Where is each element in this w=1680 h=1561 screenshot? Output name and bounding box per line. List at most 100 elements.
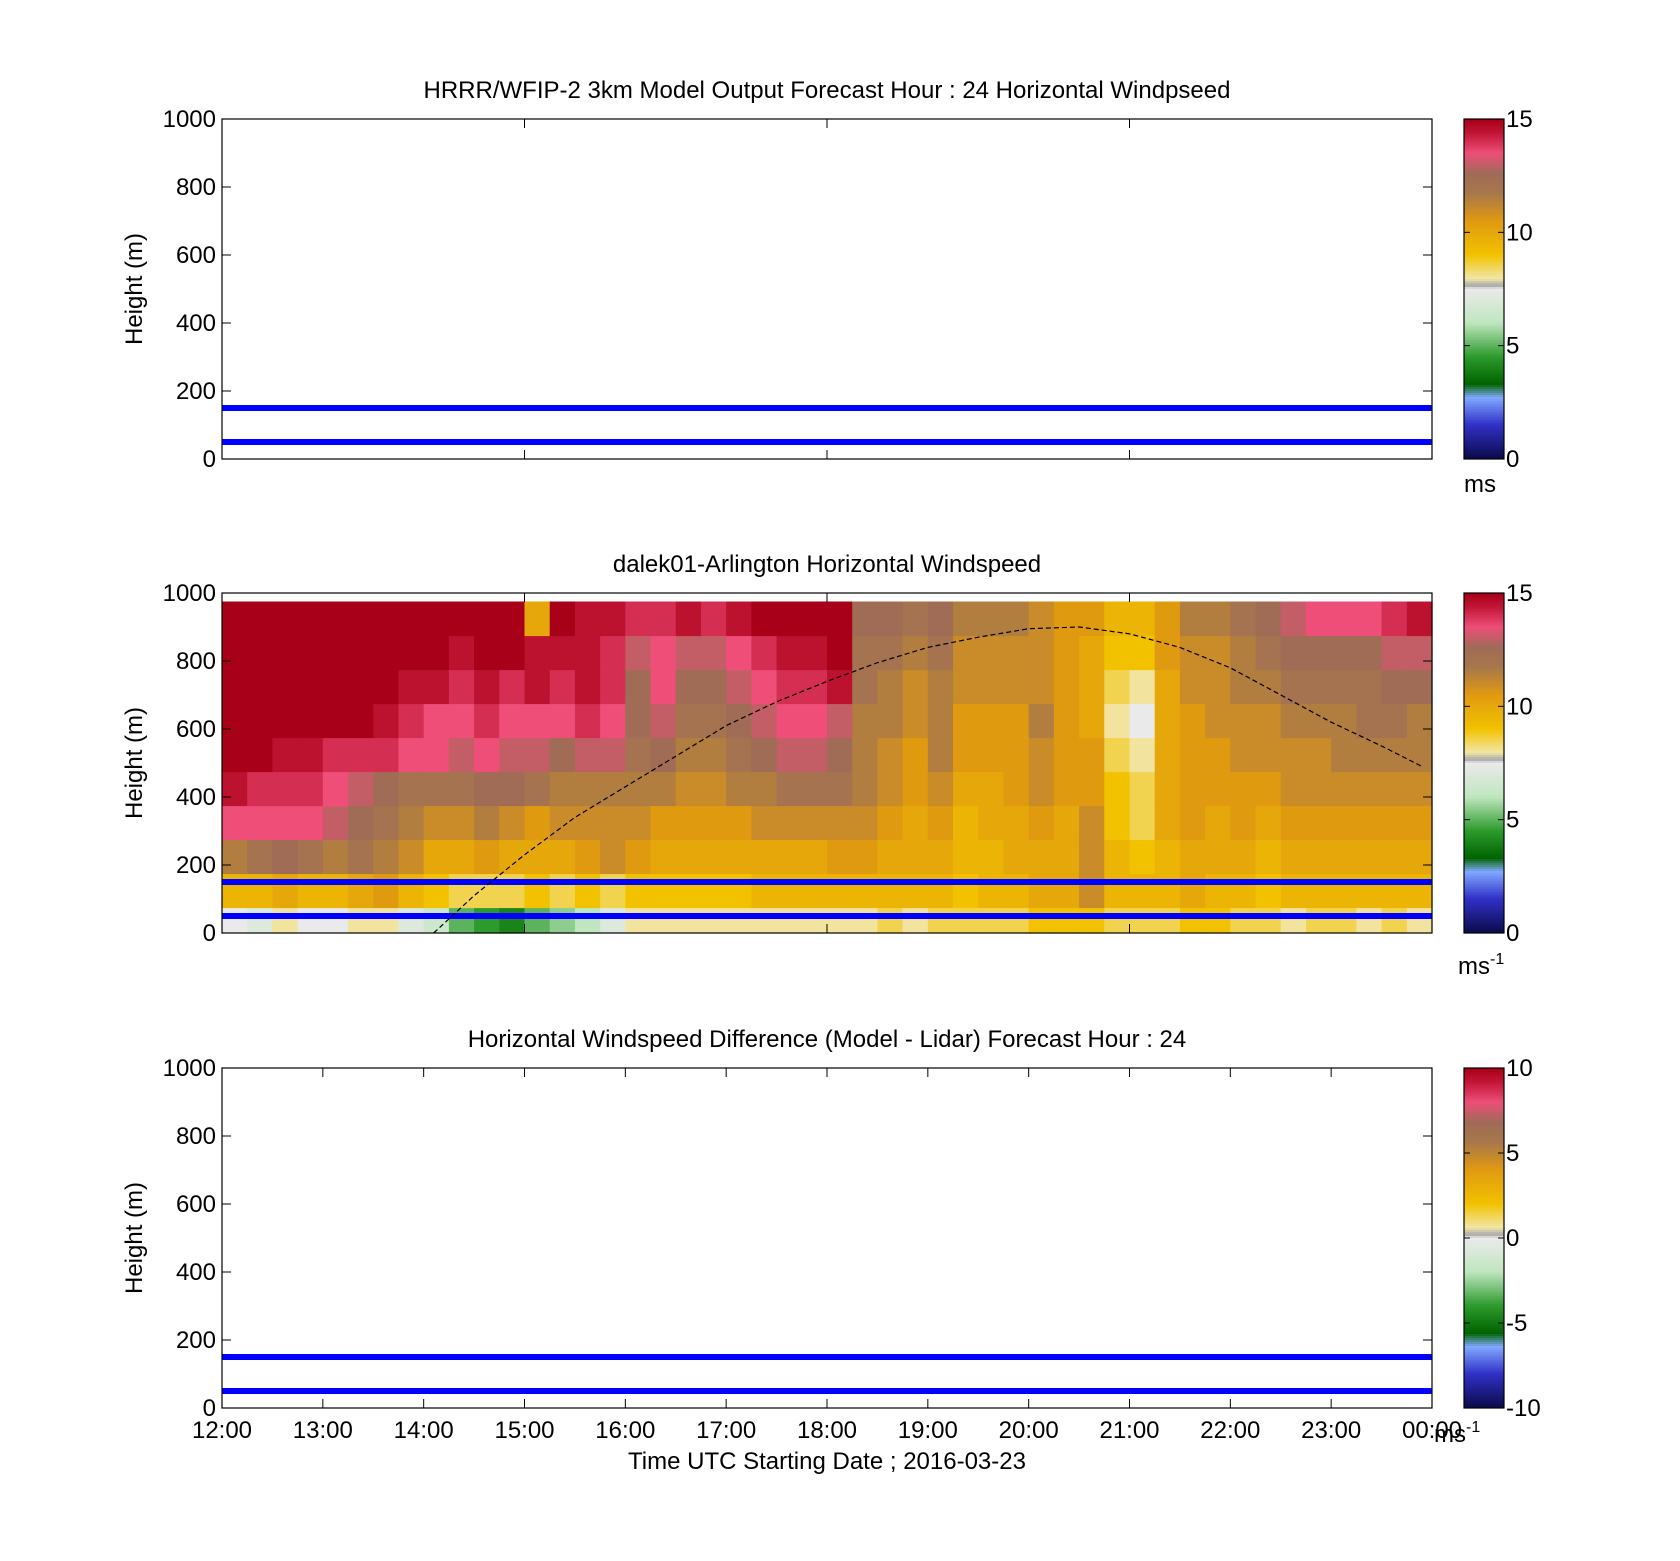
colorbar-band [1464,125,1504,128]
colorbar-band [1464,897,1504,900]
colorbar-band [1464,879,1504,882]
colorbar-band [1464,1226,1504,1229]
heatmap-cell [827,805,853,841]
panel-lidar-colorbar-frame [1463,592,1505,934]
colorbar-band [1464,1196,1504,1199]
colorbar-band [1464,1344,1504,1347]
heatmap-cell [272,805,299,841]
heatmap-cell [1003,873,1030,909]
heatmap-cell [1381,771,1408,807]
heatmap-cell [297,635,324,671]
colorbar-band [1464,1146,1504,1149]
colorbar-band [1464,333,1504,336]
heatmap-cell [625,771,652,807]
heatmap-cell [1381,839,1408,875]
colorbar-band [1464,1382,1504,1385]
heatmap-cell [499,703,526,739]
colorbar-band [1464,609,1504,612]
heatmap-cell [297,873,324,909]
colorbar-band [1464,123,1504,126]
heatmap-cell [1154,805,1181,841]
y-tick-label: 400 [176,784,216,811]
heatmap-cell [322,703,349,739]
heatmap-cell [1154,771,1181,807]
heatmap-cell [1104,907,1131,934]
colorbar-band [1464,637,1504,640]
colorbar-band [1464,1368,1504,1371]
heatmap-cell [1406,873,1433,909]
colorbar-band [1464,901,1504,904]
colorbar-band [1464,763,1504,766]
colorbar-band [1464,447,1504,450]
heatmap-cell [953,805,979,841]
heatmap-cell [499,635,526,671]
heatmap-cell [978,737,1005,773]
heatmap-cell [726,771,752,807]
colorbar-band [1464,1376,1504,1379]
panel-difference-y-ticks: 0 200 400 600 800 1000 [163,1055,1432,1422]
heatmap-cell [423,703,450,739]
heatmap-cell [726,839,752,875]
heatmap-cell [1154,703,1181,739]
heatmap-cell [247,805,274,841]
colorbar-band [1464,795,1504,798]
heatmap-cell [1129,873,1156,909]
colorbar-band [1464,819,1504,822]
heatmap-cell [1003,669,1030,705]
colorbar-band [1464,605,1504,608]
heatmap-cell [1205,805,1231,841]
heatmap-cell [1205,839,1231,875]
colorbar-band [1464,1306,1504,1309]
heatmap-cell [1356,635,1383,671]
colorbar-band [1464,783,1504,786]
colorbar-band [1464,1334,1504,1337]
heatmap-cell [1179,737,1206,773]
colorbar-band [1464,781,1504,784]
colorbar-band [1464,163,1504,166]
heatmap-cell [1154,839,1181,875]
heatmap-cell [423,669,450,705]
colorbar-band [1464,1272,1504,1275]
x-tick-label: 00:00 [1402,1417,1462,1444]
colorbar-band [1464,855,1504,858]
colorbar-tick-label: 15 [1506,106,1533,133]
colorbar-band [1464,321,1504,324]
heatmap-cell [423,737,450,773]
colorbar-band [1464,1110,1504,1113]
x-tick-label: 15:00 [494,1417,554,1444]
colorbar-band [1464,351,1504,354]
heatmap-cell [474,839,500,875]
x-tick-label: 21:00 [1099,1417,1159,1444]
heatmap-cell [1003,703,1030,739]
heatmap-cell [751,635,778,671]
heatmap-cell [574,805,601,841]
heatmap-cell [927,669,954,705]
heatmap-cell [978,873,1005,909]
colorbar-band [1464,601,1504,604]
heatmap-cell [1053,703,1080,739]
colorbar-band [1464,849,1504,852]
heatmap-cell [978,771,1005,807]
colorbar-band [1464,755,1504,758]
heatmap-cell [222,737,248,773]
colorbar-band [1464,1180,1504,1183]
colorbar-band [1464,629,1504,632]
colorbar-band [1464,929,1504,932]
heatmap-cell [1230,703,1257,739]
heatmap-cell [524,737,551,773]
colorbar-band [1464,385,1504,388]
heatmap-cell [1331,873,1357,909]
colorbar-band [1464,673,1504,676]
heatmap-cell [1305,669,1332,705]
heatmap-cell [348,601,374,637]
heatmap-cell [1280,669,1307,705]
colorbar-band [1464,1340,1504,1343]
colorbar-band [1464,357,1504,360]
colorbar-band [1464,201,1504,204]
colorbar-band [1464,651,1504,654]
heatmap-cell [600,839,626,875]
heatmap-cell [902,635,929,671]
colorbar-band [1464,1274,1504,1277]
colorbar-tick-label: 15 [1506,580,1533,607]
heatmap-cell [1104,839,1131,875]
